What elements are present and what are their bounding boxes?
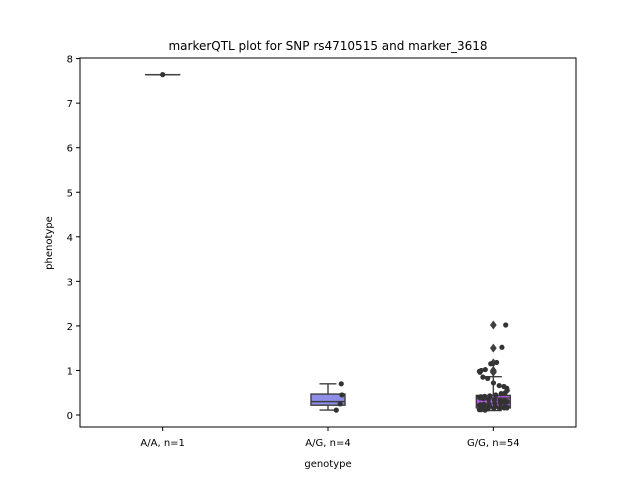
y-tick-label: 2	[67, 322, 73, 333]
y-tick-label: 5	[67, 188, 73, 199]
data-point	[160, 72, 166, 78]
y-axis-ticks: 0 1 2 3 4 5 6 7 8	[67, 55, 80, 422]
data-point	[477, 369, 483, 375]
data-point	[485, 396, 492, 403]
y-tick-label: 6	[67, 144, 73, 155]
y-tick-label: 4	[67, 233, 73, 244]
data-point	[502, 390, 508, 396]
data-point	[482, 407, 488, 413]
outlier-marker	[489, 343, 497, 353]
plot-marks	[144, 72, 512, 413]
data-point	[496, 405, 503, 411]
data-point	[480, 395, 487, 402]
data-point	[502, 399, 508, 406]
data-point	[499, 344, 505, 350]
data-point	[501, 405, 507, 411]
data-point	[491, 405, 497, 411]
chart-title: markerQTL plot for SNP rs4710515 and mar…	[168, 39, 487, 53]
x-tick-label: G/G, n=54	[467, 438, 520, 449]
data-point	[485, 375, 491, 382]
data-point	[482, 366, 488, 373]
plot-frame	[79, 57, 577, 428]
data-point	[339, 392, 345, 398]
y-tick-label: 8	[67, 55, 73, 66]
y-tick-label: 7	[67, 99, 73, 110]
data-point	[333, 407, 339, 413]
outlier-marker	[489, 320, 497, 330]
data-point	[337, 401, 343, 407]
y-tick-label: 0	[67, 411, 73, 422]
data-point	[338, 381, 344, 387]
x-tick-label: A/G, n=4	[305, 438, 350, 449]
data-point	[488, 361, 494, 367]
y-tick-label: 1	[67, 366, 73, 377]
data-point	[497, 400, 503, 406]
data-point	[493, 392, 499, 398]
data-point	[496, 382, 502, 389]
x-axis-label: genotype	[304, 459, 351, 470]
box-body	[310, 393, 346, 406]
data-point	[480, 374, 486, 380]
data-point	[494, 359, 500, 366]
data-point	[503, 322, 509, 328]
y-axis-label: phenotype	[44, 216, 55, 270]
data-point	[490, 380, 497, 386]
outlier-marker	[489, 367, 497, 377]
data-point	[498, 391, 504, 397]
data-point	[478, 407, 484, 413]
x-axis-ticks: A/A, n=1 A/G, n=4 G/G, n=54	[140, 427, 520, 449]
y-tick-label: 3	[67, 277, 73, 288]
x-tick-label: A/A, n=1	[140, 438, 185, 449]
